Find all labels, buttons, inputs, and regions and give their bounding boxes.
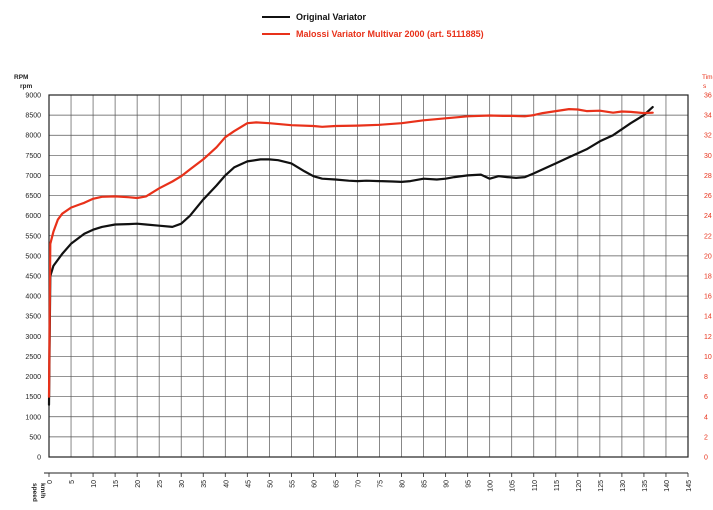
x-tick-label: 0: [47, 480, 54, 484]
y2-axis-label: Time: [702, 74, 713, 81]
y-tick-label: 4500: [25, 274, 41, 281]
x-tick-label: 55: [289, 480, 296, 488]
x-tick-label: 40: [223, 480, 230, 488]
chart-grid: [48, 94, 689, 458]
x-axis-unit: km/h: [39, 483, 46, 498]
x-tick-label: 25: [157, 480, 164, 488]
y-tick-label: 6500: [25, 193, 41, 200]
y-tick-label: 0: [37, 455, 41, 462]
y-tick-label: 3000: [25, 334, 41, 341]
y2-tick-label: 8: [704, 374, 708, 381]
y-tick-label: 1000: [25, 414, 41, 421]
y2-tick-label: 2: [704, 434, 708, 441]
legend-item-malossi: Malossi Variator Multivar 2000 (art. 511…: [262, 27, 484, 41]
legend-item-original: Original Variator: [262, 10, 366, 24]
y2-tick-label: 34: [704, 113, 712, 120]
y2-tick-label: 22: [704, 233, 712, 240]
y2-tick-label: 6: [704, 394, 708, 401]
chart-axes: [44, 94, 689, 477]
y-axis-label: RPM: [14, 74, 28, 81]
series-line-0: [47, 106, 654, 406]
x-tick-label: 80: [400, 480, 407, 488]
y-tick-label: 8500: [25, 113, 41, 120]
y-tick-label: 9000: [25, 93, 41, 100]
x-tick-label: 90: [444, 480, 451, 488]
x-tick-label: 30: [179, 480, 186, 488]
y2-tick-label: 24: [704, 213, 712, 220]
x-tick-label: 145: [686, 480, 693, 492]
y-tick-label: 1500: [25, 394, 41, 401]
x-tick-label: 35: [201, 480, 208, 488]
series-line-1: [47, 108, 654, 398]
chart-tick-labels: 0 5 10 15 20 25 30 35 40 45 50 55 60 65 70 75 80 85 90 95 10…: [14, 74, 713, 502]
x-tick-label: 130: [620, 480, 627, 492]
y2-tick-label: 0: [704, 455, 708, 462]
y2-tick-label: 30: [704, 153, 712, 160]
x-tick-label: 105: [510, 480, 517, 492]
x-tick-label: 140: [664, 480, 671, 492]
y-tick-label: 6000: [25, 213, 41, 220]
legend-swatch-malossi: [262, 33, 290, 35]
x-tick-label: 50: [267, 480, 274, 488]
y2-tick-label: 28: [704, 173, 712, 180]
x-tick-label: 125: [598, 480, 605, 492]
y-tick-label: 7000: [25, 173, 41, 180]
y-tick-label: 5500: [25, 233, 41, 240]
chart-legend: Original Variator Malossi Variator Multi…: [262, 8, 562, 42]
y2-tick-label: 36: [704, 93, 712, 100]
legend-swatch-original: [262, 16, 290, 18]
y-axis-unit: rpm: [20, 83, 33, 90]
legend-label-malossi: Malossi Variator Multivar 2000 (art. 511…: [296, 29, 484, 39]
x-tick-label: 45: [245, 480, 252, 488]
x-tick-label: 95: [466, 480, 473, 488]
x-tick-label: 10: [91, 480, 98, 488]
chart-series: [47, 106, 654, 406]
y-tick-label: 4000: [25, 294, 41, 301]
x-tick-label: 100: [488, 480, 495, 492]
y2-tick-label: 16: [704, 294, 712, 301]
y2-tick-label: 14: [704, 314, 712, 321]
y2-tick-label: 20: [704, 253, 712, 260]
x-tick-label: 20: [135, 480, 142, 488]
x-tick-label: 70: [355, 480, 362, 488]
y-tick-label: 5000: [25, 253, 41, 260]
x-tick-label: 135: [642, 480, 649, 492]
x-tick-label: 60: [311, 480, 318, 488]
y2-tick-label: 32: [704, 133, 712, 140]
x-tick-label: 65: [333, 480, 340, 488]
x-tick-label: 85: [422, 480, 429, 488]
x-tick-label: 115: [554, 480, 561, 491]
y-tick-label: 2000: [25, 374, 41, 381]
y2-tick-label: 10: [704, 354, 712, 361]
y-tick-label: 8000: [25, 133, 41, 140]
y2-axis-unit: s: [703, 83, 707, 90]
y-tick-label: 7500: [25, 153, 41, 160]
legend-label-original: Original Variator: [296, 12, 367, 22]
y-tick-label: 500: [29, 434, 41, 441]
y-tick-label: 2500: [25, 354, 41, 361]
x-tick-label: 75: [378, 480, 385, 488]
x-tick-label: 110: [532, 480, 539, 491]
x-tick-label: 120: [576, 480, 583, 492]
x-tick-label: 15: [113, 480, 120, 488]
x-axis-label: speed: [31, 483, 38, 502]
y2-tick-label: 12: [704, 334, 712, 341]
y2-tick-label: 4: [704, 414, 708, 421]
y-tick-label: 3500: [25, 314, 41, 321]
x-tick-label: 5: [69, 480, 76, 484]
y2-tick-label: 18: [704, 274, 712, 281]
y2-tick-label: 26: [704, 193, 712, 200]
